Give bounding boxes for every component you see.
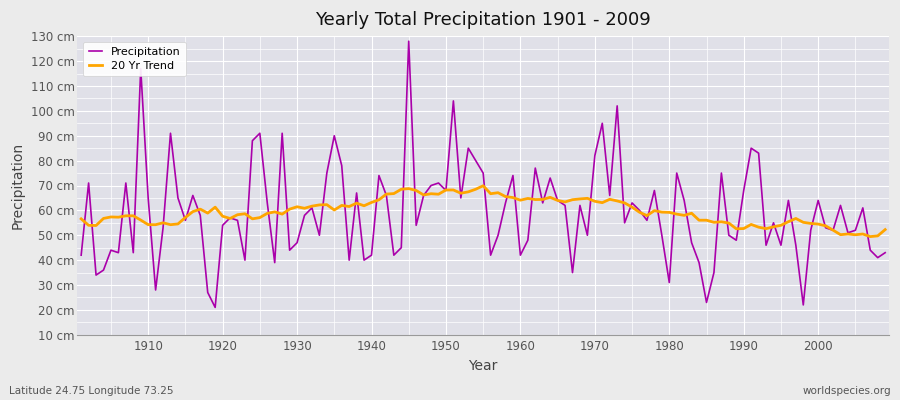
20 Yr Trend	[299, 206, 310, 211]
Precipitation	[530, 166, 541, 170]
20 Yr Trend	[522, 196, 533, 201]
Y-axis label: Precipitation: Precipitation	[11, 142, 25, 229]
Legend: Precipitation, 20 Yr Trend: Precipitation, 20 Yr Trend	[83, 42, 186, 76]
Precipitation	[307, 206, 318, 210]
Precipitation	[210, 305, 220, 310]
20 Yr Trend	[478, 183, 489, 188]
20 Yr Trend	[135, 218, 146, 222]
20 Yr Trend	[612, 198, 623, 203]
20 Yr Trend	[865, 234, 876, 239]
20 Yr Trend	[515, 198, 526, 202]
X-axis label: Year: Year	[469, 359, 498, 373]
Precipitation	[135, 66, 146, 71]
20 Yr Trend	[344, 204, 355, 209]
20 Yr Trend	[880, 227, 891, 232]
Precipitation	[880, 250, 891, 255]
Precipitation	[403, 39, 414, 44]
Text: Latitude 24.75 Longitude 73.25: Latitude 24.75 Longitude 73.25	[9, 386, 174, 396]
20 Yr Trend	[76, 216, 86, 221]
Precipitation	[351, 190, 362, 195]
Line: 20 Yr Trend: 20 Yr Trend	[81, 186, 886, 236]
Line: Precipitation: Precipitation	[81, 41, 886, 308]
Precipitation	[522, 238, 533, 243]
Precipitation	[619, 220, 630, 225]
Title: Yearly Total Precipitation 1901 - 2009: Yearly Total Precipitation 1901 - 2009	[315, 11, 651, 29]
Precipitation	[76, 253, 86, 258]
Text: worldspecies.org: worldspecies.org	[803, 386, 891, 396]
